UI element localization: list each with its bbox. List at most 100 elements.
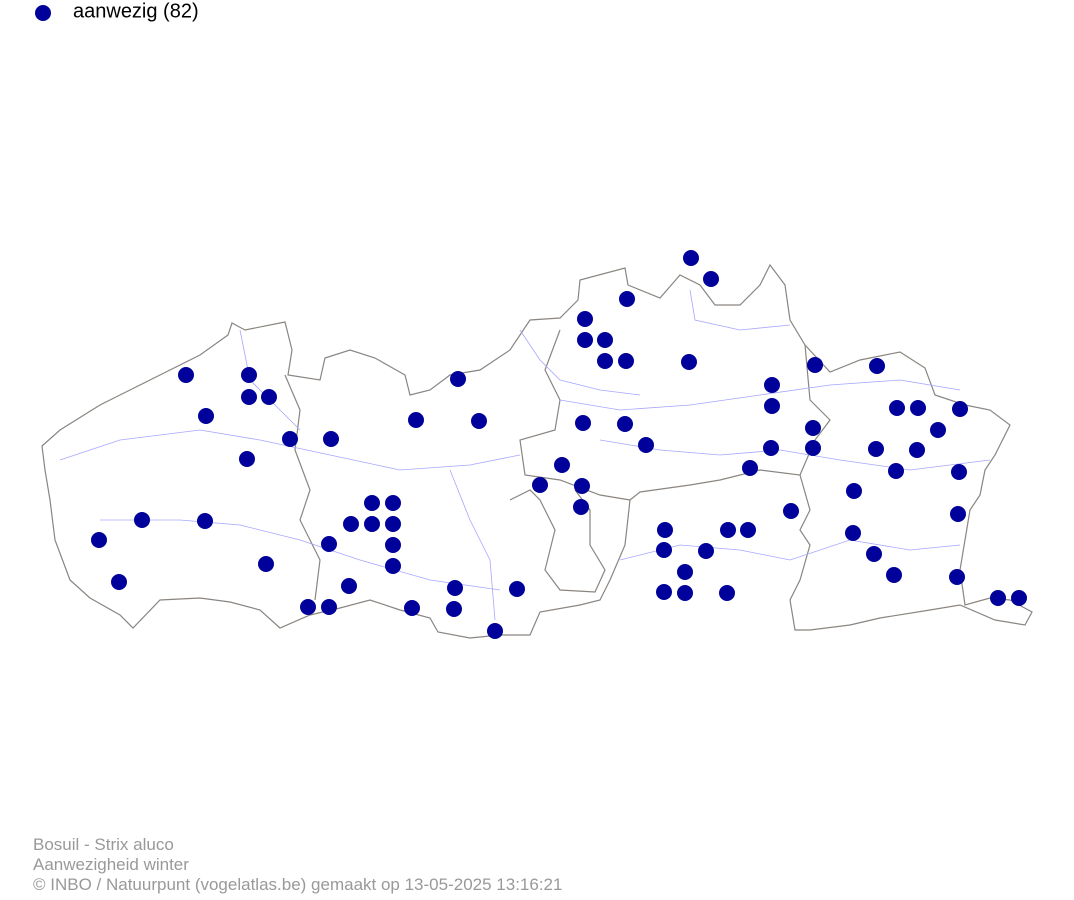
presence-dot (845, 525, 861, 541)
presence-dot (471, 413, 487, 429)
presence-dot (909, 442, 925, 458)
presence-dot (638, 437, 654, 453)
presence-dot (805, 440, 821, 456)
presence-dot (657, 522, 673, 538)
presence-dot (554, 457, 570, 473)
presence-dot (952, 401, 968, 417)
presence-dot (446, 601, 462, 617)
presence-dot (91, 532, 107, 548)
presence-dot (450, 371, 466, 387)
river (449, 469, 496, 621)
province-border (519, 329, 631, 501)
presence-dot (807, 357, 823, 373)
presence-dot (241, 367, 257, 383)
presence-dot (951, 464, 967, 480)
presence-dot (385, 495, 401, 511)
presence-dot (619, 291, 635, 307)
presence-dot (487, 623, 503, 639)
presence-dot (323, 431, 339, 447)
presence-dot (677, 585, 693, 601)
presence-dot (300, 599, 316, 615)
presence-dot (888, 463, 904, 479)
presence-dot (656, 584, 672, 600)
presence-dot (258, 556, 274, 572)
footer-line: Aanwezigheid winter (33, 855, 189, 874)
presence-dot (597, 353, 613, 369)
footer-line: © INBO / Natuurpunt (vogelatlas.be) gema… (33, 875, 562, 894)
province-border (509, 489, 606, 593)
presence-dot (198, 408, 214, 424)
presence-dot (889, 400, 905, 416)
presence-dot (677, 564, 693, 580)
river (519, 329, 641, 396)
presence-dot (574, 478, 590, 494)
rivers (59, 289, 991, 621)
presence-dot (846, 483, 862, 499)
presence-dot (910, 400, 926, 416)
presence-dot (282, 431, 298, 447)
river (59, 429, 521, 471)
presence-dot (343, 516, 359, 532)
presence-dot (341, 578, 357, 594)
presence-dot (509, 581, 525, 597)
presence-dot (930, 422, 946, 438)
river (559, 379, 961, 411)
presence-dot (575, 415, 591, 431)
presence-dot (364, 495, 380, 511)
presence-dot (111, 574, 127, 590)
presence-dot (408, 412, 424, 428)
presence-dot (261, 389, 277, 405)
presence-dot (698, 543, 714, 559)
presence-dot (321, 599, 337, 615)
presence-dot (385, 558, 401, 574)
presence-dot (764, 377, 780, 393)
presence-dot (385, 537, 401, 553)
presence-dot (886, 567, 902, 583)
legend-label: aanwezig (82) (73, 0, 199, 22)
presence-dot (681, 354, 697, 370)
presence-dot (783, 503, 799, 519)
presence-dot (868, 441, 884, 457)
observations (91, 250, 1027, 639)
presence-dot (241, 389, 257, 405)
footer-line: Bosuil - Strix aluco (33, 835, 174, 854)
presence-dot (866, 546, 882, 562)
presence-dot (197, 513, 213, 529)
province-border (284, 374, 321, 601)
presence-dot (742, 460, 758, 476)
river (689, 289, 791, 331)
presence-dot (950, 506, 966, 522)
presence-dot (990, 590, 1006, 606)
presence-dot (720, 522, 736, 538)
river (599, 439, 991, 471)
presence-dot (532, 477, 548, 493)
river (619, 539, 961, 561)
presence-dot (577, 311, 593, 327)
presence-dot (618, 353, 634, 369)
presence-dot (321, 536, 337, 552)
presence-dot (573, 499, 589, 515)
presence-dot (178, 367, 194, 383)
presence-dot (1011, 590, 1027, 606)
presence-dot (805, 420, 821, 436)
presence-dot (683, 250, 699, 266)
presence-dot (656, 542, 672, 558)
presence-dot (764, 398, 780, 414)
presence-dot (364, 516, 380, 532)
presence-dot (617, 416, 633, 432)
presence-dot (740, 522, 756, 538)
presence-dot (134, 512, 150, 528)
presence-dot (404, 600, 420, 616)
presence-dot (719, 585, 735, 601)
presence-dot (763, 440, 779, 456)
presence-dot (447, 580, 463, 596)
legend-marker (35, 5, 51, 21)
presence-dot (949, 569, 965, 585)
presence-dot (597, 332, 613, 348)
presence-dot (703, 271, 719, 287)
river (100, 519, 501, 591)
presence-dot (869, 358, 885, 374)
presence-dot (385, 516, 401, 532)
